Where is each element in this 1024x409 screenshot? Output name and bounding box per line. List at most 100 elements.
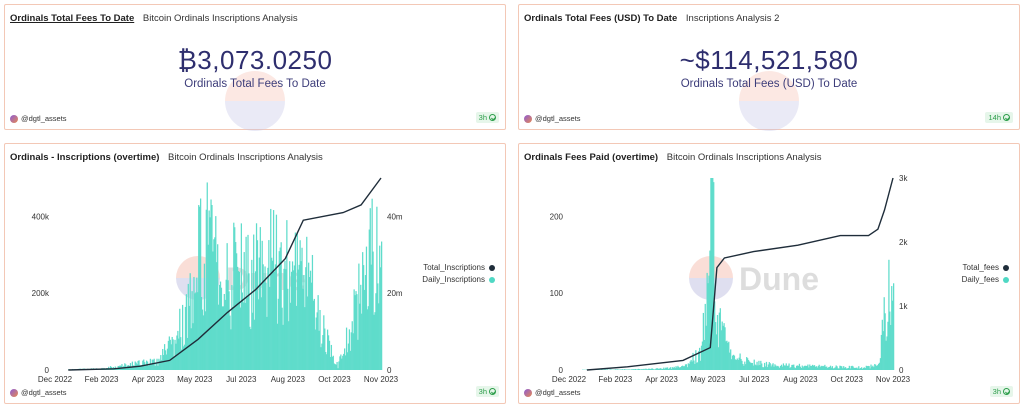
- daily-bar: [871, 366, 873, 370]
- daily-bar: [645, 368, 647, 370]
- card-subtitle[interactable]: Bitcoin Ordinals Inscriptions Analysis: [168, 152, 323, 163]
- daily-bar: [746, 357, 748, 370]
- daily-bar: [303, 274, 305, 370]
- daily-bar: [736, 358, 738, 370]
- card-subtitle[interactable]: Inscriptions Analysis 2: [685, 13, 780, 24]
- daily-bar: [769, 363, 771, 370]
- daily-bar: [650, 369, 652, 370]
- legend-item-daily[interactable]: Daily_Inscriptions: [422, 274, 495, 286]
- counter-value: ~$114,521,580: [679, 45, 859, 75]
- daily-bar: [829, 365, 832, 370]
- daily-bar: [776, 366, 778, 370]
- daily-bar: [675, 366, 677, 370]
- daily-bar: [231, 285, 233, 370]
- card-title[interactable]: Ordinals Fees Paid (overtime): [524, 152, 659, 163]
- avatar: [524, 388, 532, 397]
- x-tick-label: Feb 2023: [85, 375, 119, 384]
- daily-bar: [674, 368, 676, 370]
- daily-bar: [706, 272, 708, 370]
- freshness-age: 3h: [992, 387, 1001, 396]
- daily-bar: [147, 365, 150, 370]
- legend-item-total[interactable]: Total_fees: [962, 262, 1009, 274]
- daily-bar: [162, 348, 164, 370]
- card-author[interactable]: @dgtl_assets: [10, 388, 67, 397]
- daily-bar: [703, 339, 705, 370]
- freshness-badge: 3h: [989, 386, 1013, 397]
- daily-bar: [158, 358, 160, 370]
- daily-bar: [233, 222, 235, 370]
- daily-bar: [860, 367, 863, 370]
- daily-bar: [810, 366, 812, 370]
- daily-bar: [647, 369, 649, 370]
- card-author[interactable]: @dgtl_assets: [10, 114, 67, 123]
- daily-bar: [133, 365, 135, 370]
- daily-bar: [845, 368, 848, 370]
- daily-bar: [175, 343, 177, 370]
- daily-bar: [236, 253, 238, 370]
- author-name: @dgtl_assets: [21, 114, 67, 123]
- daily-bar: [289, 261, 291, 370]
- daily-bar: [875, 364, 877, 370]
- daily-bar: [330, 344, 333, 370]
- daily-bar: [809, 364, 811, 370]
- daily-bar: [654, 369, 656, 370]
- legend-label: Total_fees: [962, 263, 999, 272]
- daily-bar: [255, 223, 258, 370]
- daily-bar: [683, 366, 686, 370]
- daily-bar: [662, 368, 664, 370]
- daily-bar: [331, 356, 333, 370]
- daily-bar: [154, 365, 156, 370]
- daily-bar: [268, 240, 270, 370]
- daily-bar: [865, 365, 867, 370]
- daily-bar: [806, 365, 808, 370]
- daily-bar: [787, 365, 789, 370]
- daily-bar: [844, 367, 846, 370]
- daily-bar: [624, 369, 626, 370]
- daily-bar: [189, 273, 191, 370]
- daily-bar: [731, 359, 733, 370]
- daily-bar: [817, 365, 819, 370]
- card-subtitle[interactable]: Bitcoin Ordinals Inscriptions Analysis: [666, 152, 822, 163]
- daily-bar: [656, 368, 658, 370]
- card-author[interactable]: @dgtl_assets: [524, 114, 581, 123]
- daily-bar: [224, 299, 226, 370]
- card-author[interactable]: @dgtl_assets: [524, 388, 581, 397]
- daily-bar: [257, 299, 260, 370]
- daily-bar: [378, 303, 380, 370]
- daily-bar: [211, 205, 213, 370]
- daily-bar: [715, 334, 718, 370]
- legend-item-total[interactable]: Total_Inscriptions: [422, 262, 495, 274]
- card-title[interactable]: Ordinals Total Fees To Date: [10, 13, 135, 24]
- x-tick-label: Aug 2023: [783, 375, 818, 384]
- daily-bar: [159, 360, 161, 370]
- daily-bar: [764, 366, 767, 370]
- card-title[interactable]: Ordinals - Inscriptions (overtime): [10, 152, 160, 163]
- legend-item-daily[interactable]: Daily_fees: [962, 274, 1009, 286]
- daily-bar: [377, 283, 379, 370]
- daily-bar: [259, 227, 261, 370]
- daily-bar: [775, 365, 777, 370]
- daily-bar: [151, 359, 153, 370]
- daily-bar: [786, 365, 788, 370]
- daily-bar: [319, 310, 321, 370]
- total-line: [586, 177, 894, 371]
- card-title[interactable]: Ordinals Total Fees (USD) To Date: [524, 13, 678, 24]
- daily-bar: [799, 366, 802, 370]
- daily-bar: [636, 369, 639, 370]
- daily-bar: [352, 333, 354, 370]
- daily-bar: [666, 367, 669, 370]
- daily-bar: [730, 349, 732, 370]
- daily-bar: [890, 324, 892, 370]
- card-subtitle[interactable]: Bitcoin Ordinals Inscriptions Analysis: [142, 13, 298, 24]
- daily-bar: [732, 354, 735, 370]
- author-name: @dgtl_assets: [535, 114, 581, 123]
- daily-bar: [795, 368, 797, 370]
- daily-bar: [823, 366, 825, 370]
- daily-bar: [218, 284, 221, 370]
- daily-bar: [146, 361, 149, 370]
- daily-bar: [316, 312, 318, 370]
- check-circle-icon: [1003, 114, 1010, 121]
- daily-bar: [638, 369, 640, 370]
- daily-bar: [332, 355, 334, 370]
